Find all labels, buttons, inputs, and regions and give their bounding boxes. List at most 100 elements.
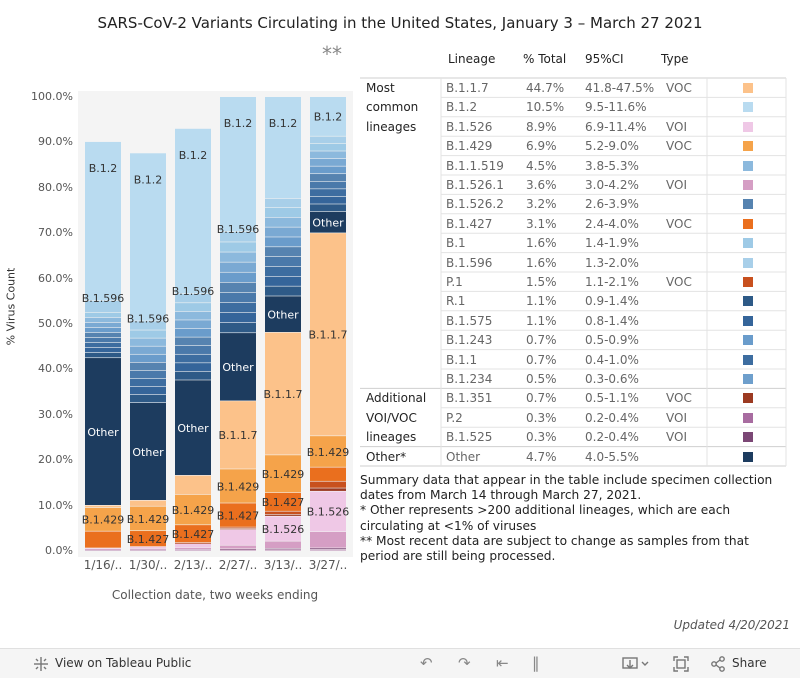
bar-segment-b-1-526[interactable] (220, 529, 256, 545)
bar-segment-b-1-526-1[interactable] (310, 531, 346, 548)
bar-segment-b-1-596[interactable] (175, 294, 211, 303)
bar-segment-minor-lineage[interactable] (265, 217, 301, 227)
bar-segment-p-2[interactable] (175, 549, 211, 551)
bar-segment-b-1-2[interactable] (265, 97, 301, 199)
bar-segment-p-1[interactable] (310, 481, 346, 488)
bar-segment-b-1-429[interactable] (265, 455, 301, 493)
bar-segment-minor-lineage[interactable] (220, 272, 256, 283)
bar-segment-b-1-351[interactable] (175, 543, 211, 544)
bar-segment-minor-lineage[interactable] (130, 394, 166, 403)
bar-segment-other[interactable] (85, 358, 121, 505)
bar-segment-minor-lineage[interactable] (175, 363, 211, 372)
bar-segment-minor-lineage[interactable] (220, 252, 256, 262)
bar-segment-minor-lineage[interactable] (220, 262, 256, 272)
bar-segment-minor-lineage[interactable] (130, 346, 166, 354)
bar-segment-minor-lineage[interactable] (130, 378, 166, 387)
bar-segment-other[interactable] (310, 211, 346, 233)
bar-segment-b-1-2[interactable] (130, 153, 166, 321)
bar-segment-b-1-429[interactable] (85, 507, 121, 531)
bar-segment-b-1-526[interactable] (310, 491, 346, 532)
bar-segment-minor-lineage[interactable] (175, 345, 211, 354)
bar-segment-b-1-526-1[interactable] (130, 548, 166, 550)
bar-segment-b-1-525[interactable] (220, 549, 256, 550)
bar-segment-minor-lineage[interactable] (265, 276, 301, 286)
bar-segment-b-1-427[interactable] (265, 492, 301, 511)
bar-segment-minor-lineage[interactable] (175, 303, 211, 312)
bar-segment-minor-lineage[interactable] (265, 266, 301, 277)
bar-segment-b-1-427[interactable] (310, 467, 346, 481)
bar-segment-minor-lineage[interactable] (265, 227, 301, 237)
bar-segment-b-1-526[interactable] (265, 516, 301, 541)
bar-segment-b-1-1-7[interactable] (175, 475, 211, 495)
bar-segment-p-1[interactable] (265, 511, 301, 515)
bar-segment-minor-lineage[interactable] (310, 158, 346, 166)
bar-segment-b-1-429[interactable] (130, 506, 166, 531)
bar-segment-p-1[interactable] (175, 542, 211, 544)
bar-segment-b-1-596[interactable] (85, 300, 121, 313)
bar-segment-b-1-1-7[interactable] (220, 401, 256, 469)
bar-segment-b-1-526[interactable] (175, 543, 211, 548)
bar-segment-minor-lineage[interactable] (130, 386, 166, 395)
bar-segment-minor-lineage[interactable] (130, 338, 166, 346)
bar-segment-b-1-427[interactable] (220, 503, 256, 527)
bar-segment-minor-lineage[interactable] (85, 327, 121, 333)
bar-segment-minor-lineage[interactable] (265, 256, 301, 267)
bar-segment-minor-lineage[interactable] (310, 196, 346, 204)
bar-segment-p-1[interactable] (220, 527, 256, 529)
bar-segment-p-2[interactable] (85, 549, 121, 551)
share-button[interactable]: Share (732, 656, 767, 670)
bar-segment-p-2[interactable] (220, 549, 256, 551)
bar-segment-b-1-351[interactable] (220, 528, 256, 530)
revert-icon[interactable]: ⇤ (496, 654, 509, 672)
bar-segment-other[interactable] (175, 380, 211, 476)
bar-segment-minor-lineage[interactable] (85, 317, 121, 323)
bar-segment-minor-lineage[interactable] (175, 354, 211, 363)
bar-segment-minor-lineage[interactable] (175, 328, 211, 337)
bar-segment-minor-lineage[interactable] (265, 237, 301, 247)
bar-segment-minor-lineage[interactable] (85, 347, 121, 353)
bar-segment-minor-lineage[interactable] (220, 322, 256, 333)
bar-segment-minor-lineage[interactable] (220, 282, 256, 293)
bar-segment-minor-lineage[interactable] (130, 354, 166, 363)
bar-segment-b-1-596[interactable] (220, 231, 256, 242)
bar-segment-b-1-526-1[interactable] (265, 541, 301, 549)
bar-segment-b-1-596[interactable] (310, 136, 346, 144)
bar-segment-minor-lineage[interactable] (85, 322, 121, 328)
bar-segment-minor-lineage[interactable] (85, 312, 121, 318)
bar-segment-b-1-526[interactable] (130, 546, 166, 549)
bar-segment-b-1-429[interactable] (220, 469, 256, 503)
bar-segment-minor-lineage[interactable] (130, 330, 166, 338)
bar-segment-b-1-351[interactable] (265, 514, 301, 516)
bar-segment-p-2[interactable] (130, 549, 166, 551)
share-icon[interactable] (710, 656, 726, 672)
redo-icon[interactable]: ↷ (458, 654, 471, 672)
bar-segment-minor-lineage[interactable] (220, 292, 256, 303)
bar-segment-minor-lineage[interactable] (310, 204, 346, 212)
bar-segment-b-1-2[interactable] (175, 128, 211, 294)
bar-segment-minor-lineage[interactable] (265, 247, 301, 257)
bar-segment-b-1-2[interactable] (310, 97, 346, 136)
bar-segment-minor-lineage[interactable] (85, 342, 121, 348)
bar-segment-minor-lineage[interactable] (310, 166, 346, 174)
bar-segment-minor-lineage[interactable] (85, 353, 121, 358)
bar-segment-b-1-526-1[interactable] (220, 545, 256, 549)
bar-segment-b-1-596[interactable] (130, 321, 166, 330)
bar-segment-minor-lineage[interactable] (310, 181, 346, 189)
bar-segment-b-1-2[interactable] (85, 141, 121, 301)
bar-segment-b-1-526[interactable] (85, 548, 121, 549)
bar-segment-other[interactable] (220, 333, 256, 401)
bar-segment-minor-lineage[interactable] (85, 332, 121, 338)
bar-segment-b-1-427[interactable] (175, 525, 211, 543)
bar-segment-b-1-526-1[interactable] (175, 547, 211, 550)
bar-segment-b-1-427[interactable] (85, 531, 121, 548)
bar-segment-minor-lineage[interactable] (220, 302, 256, 313)
bar-segment-minor-lineage[interactable] (130, 362, 166, 371)
bar-segment-b-1-429[interactable] (175, 494, 211, 525)
bar-segment-minor-lineage[interactable] (175, 337, 211, 346)
bar-segment-b-1-1-7[interactable] (310, 233, 346, 436)
view-on-tableau-link[interactable]: View on Tableau Public (55, 656, 192, 670)
bar-segment-minor-lineage[interactable] (265, 286, 301, 296)
bar-segment-b-1-2[interactable] (220, 97, 256, 232)
bar-segment-minor-lineage[interactable] (175, 320, 211, 329)
bar-segment-b-1-526-1[interactable] (85, 549, 121, 550)
